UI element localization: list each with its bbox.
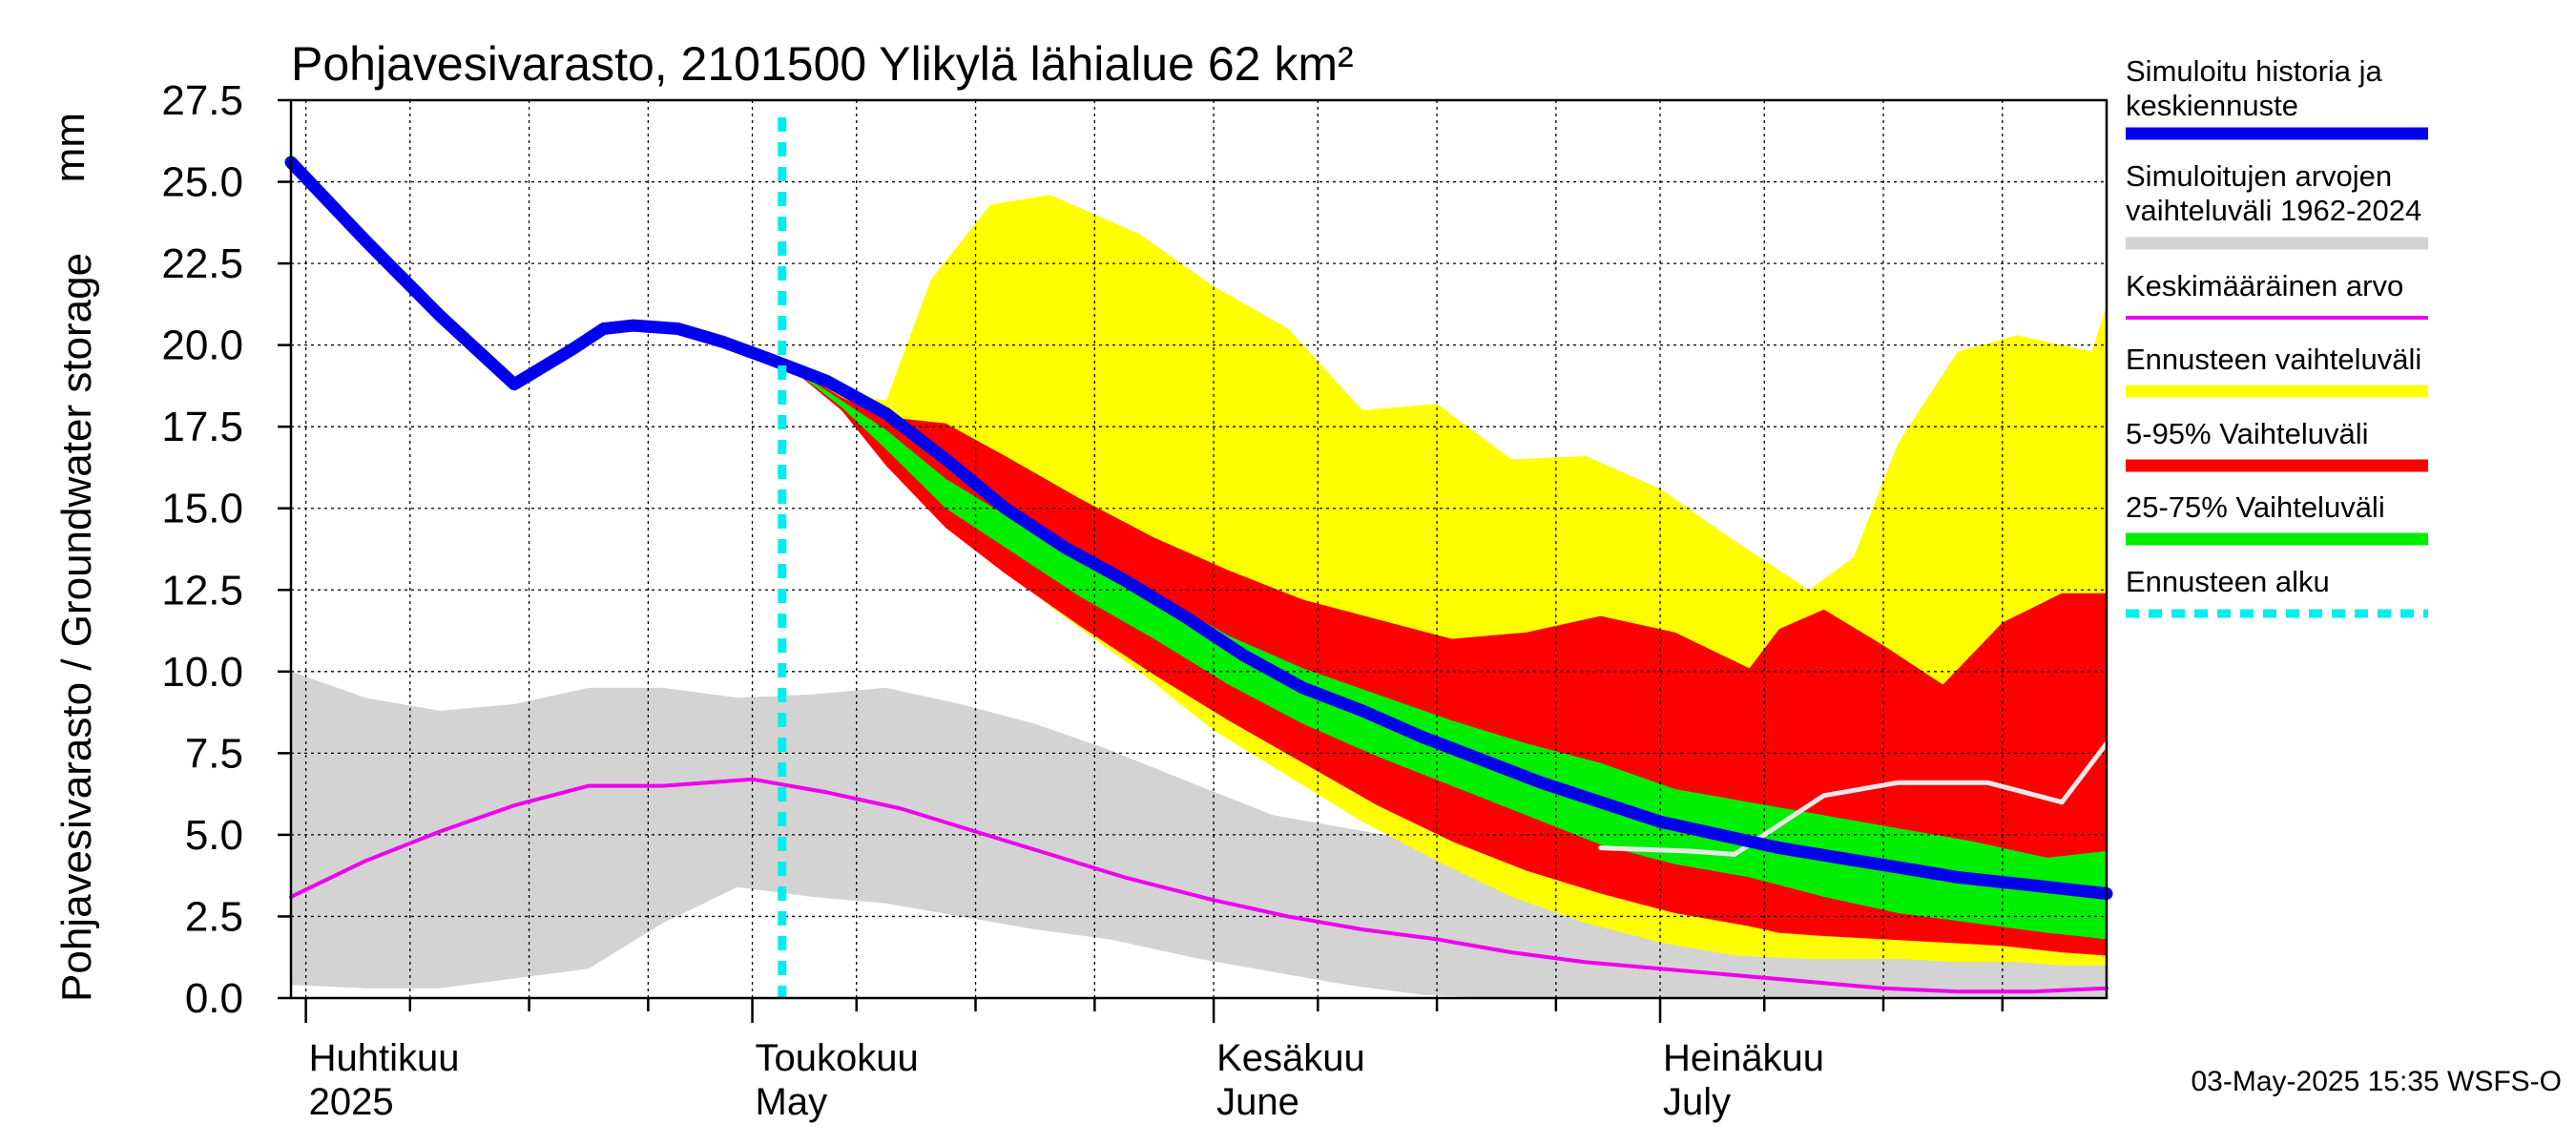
y-tick-label: 10.0 [161,649,243,696]
legend-label: Ennusteen alku [2126,565,2330,598]
chart-title: Pohjavesivarasto, 2101500 Ylikylä lähial… [291,37,1354,91]
month-label-fi: Heinäkuu [1663,1037,1824,1079]
month-label-fi: Kesäkuu [1216,1037,1365,1079]
y-tick-label: 2.5 [185,893,243,940]
y-tick-label: 12.5 [161,567,243,614]
y-tick-label: 5.0 [185,812,243,859]
legend-label: Simuloitujen arvojen [2126,159,2392,193]
y-tick-label: 27.5 [161,77,243,124]
legend-label: Ennusteen vaihteluväli [2126,343,2421,376]
axes-layer [278,98,2109,1023]
line-last_year [1598,740,2109,857]
y-axis-label: Pohjavesivarasto / Groundwater storage [53,253,100,1002]
y-tick-label: 17.5 [161,404,243,450]
month-label-fi: Huhtikuu [309,1037,460,1079]
grid-layer [291,99,2107,999]
legend-label: Simuloitu historia ja [2126,54,2383,88]
line-mean [289,777,2109,994]
y-tick-labels: 0.0 2.5 5.0 7.5 10.0 12.5 15.0 17.5 20.0 22.5 25.0… [161,77,243,1022]
month-label-en: June [1216,1081,1299,1123]
y-axis-unit: mm [47,113,93,182]
y-tick-label: 20.0 [161,323,243,369]
bands-layer [291,195,2108,998]
y-tick-label: 7.5 [185,730,243,777]
line-history [284,156,2113,900]
lines-layer [284,117,2113,998]
y-tick-label: 25.0 [161,159,243,206]
month-label-en: 2025 [309,1081,394,1123]
y-tick-label: 22.5 [161,240,243,287]
legend-label: Keskimääräinen arvo [2126,269,2403,302]
month-label-en: May [756,1081,828,1123]
y-tick-label: 15.0 [161,486,243,532]
month-label-fi: Toukokuu [756,1037,919,1079]
legend-label: keskiennuste [2126,89,2298,122]
month-label-en: July [1663,1081,1731,1123]
legend-label: 25-75% Vaihteluväli [2126,490,2385,524]
legend-label: 5-95% Vaihteluväli [2126,417,2368,450]
legend-label: vaihteluväli 1962-2024 [2126,194,2421,227]
timestamp-footer: 03-May-2025 15:35 WSFS-O [2192,1066,2563,1097]
y-tick-label: 0.0 [185,975,243,1022]
plot-frame [289,98,2109,1000]
